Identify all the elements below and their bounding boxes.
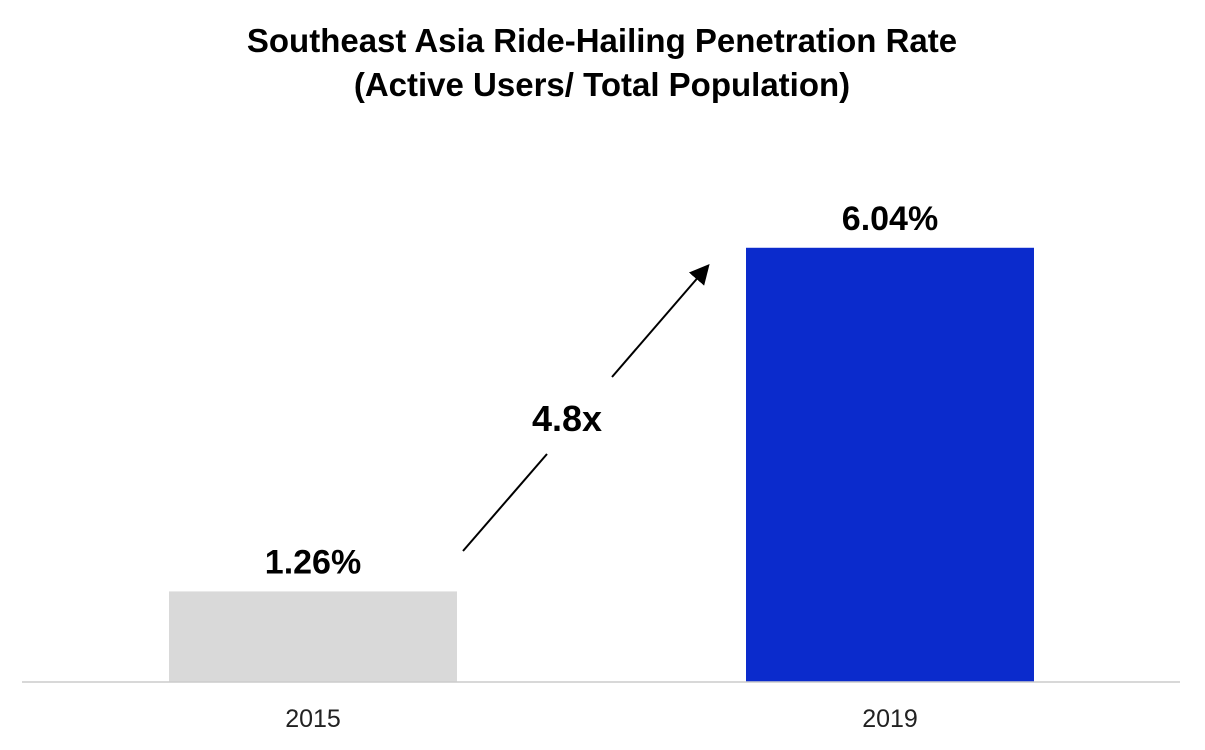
growth-arrow-upper-segment — [611, 263, 710, 378]
growth-annotation: 4.8x — [462, 263, 710, 552]
growth-multiplier-label: 4.8x — [532, 398, 602, 439]
growth-arrow-lower-segment — [462, 453, 548, 552]
data-label-2015: 1.26% — [265, 543, 361, 581]
bar-2015 — [169, 591, 457, 682]
chart-subtitle: (Active Users/ Total Population) — [354, 66, 850, 103]
x-tick-label-2019: 2019 — [862, 705, 918, 733]
bar-2019 — [746, 247, 1034, 682]
labels-layer: 1.26% 2015 6.04% 2019 — [265, 200, 938, 733]
chart-title: Southeast Asia Ride-Hailing Penetration … — [247, 22, 957, 59]
data-label-2019: 6.04% — [842, 200, 938, 238]
x-tick-label-2015: 2015 — [285, 705, 341, 733]
bars-layer — [169, 247, 1034, 682]
